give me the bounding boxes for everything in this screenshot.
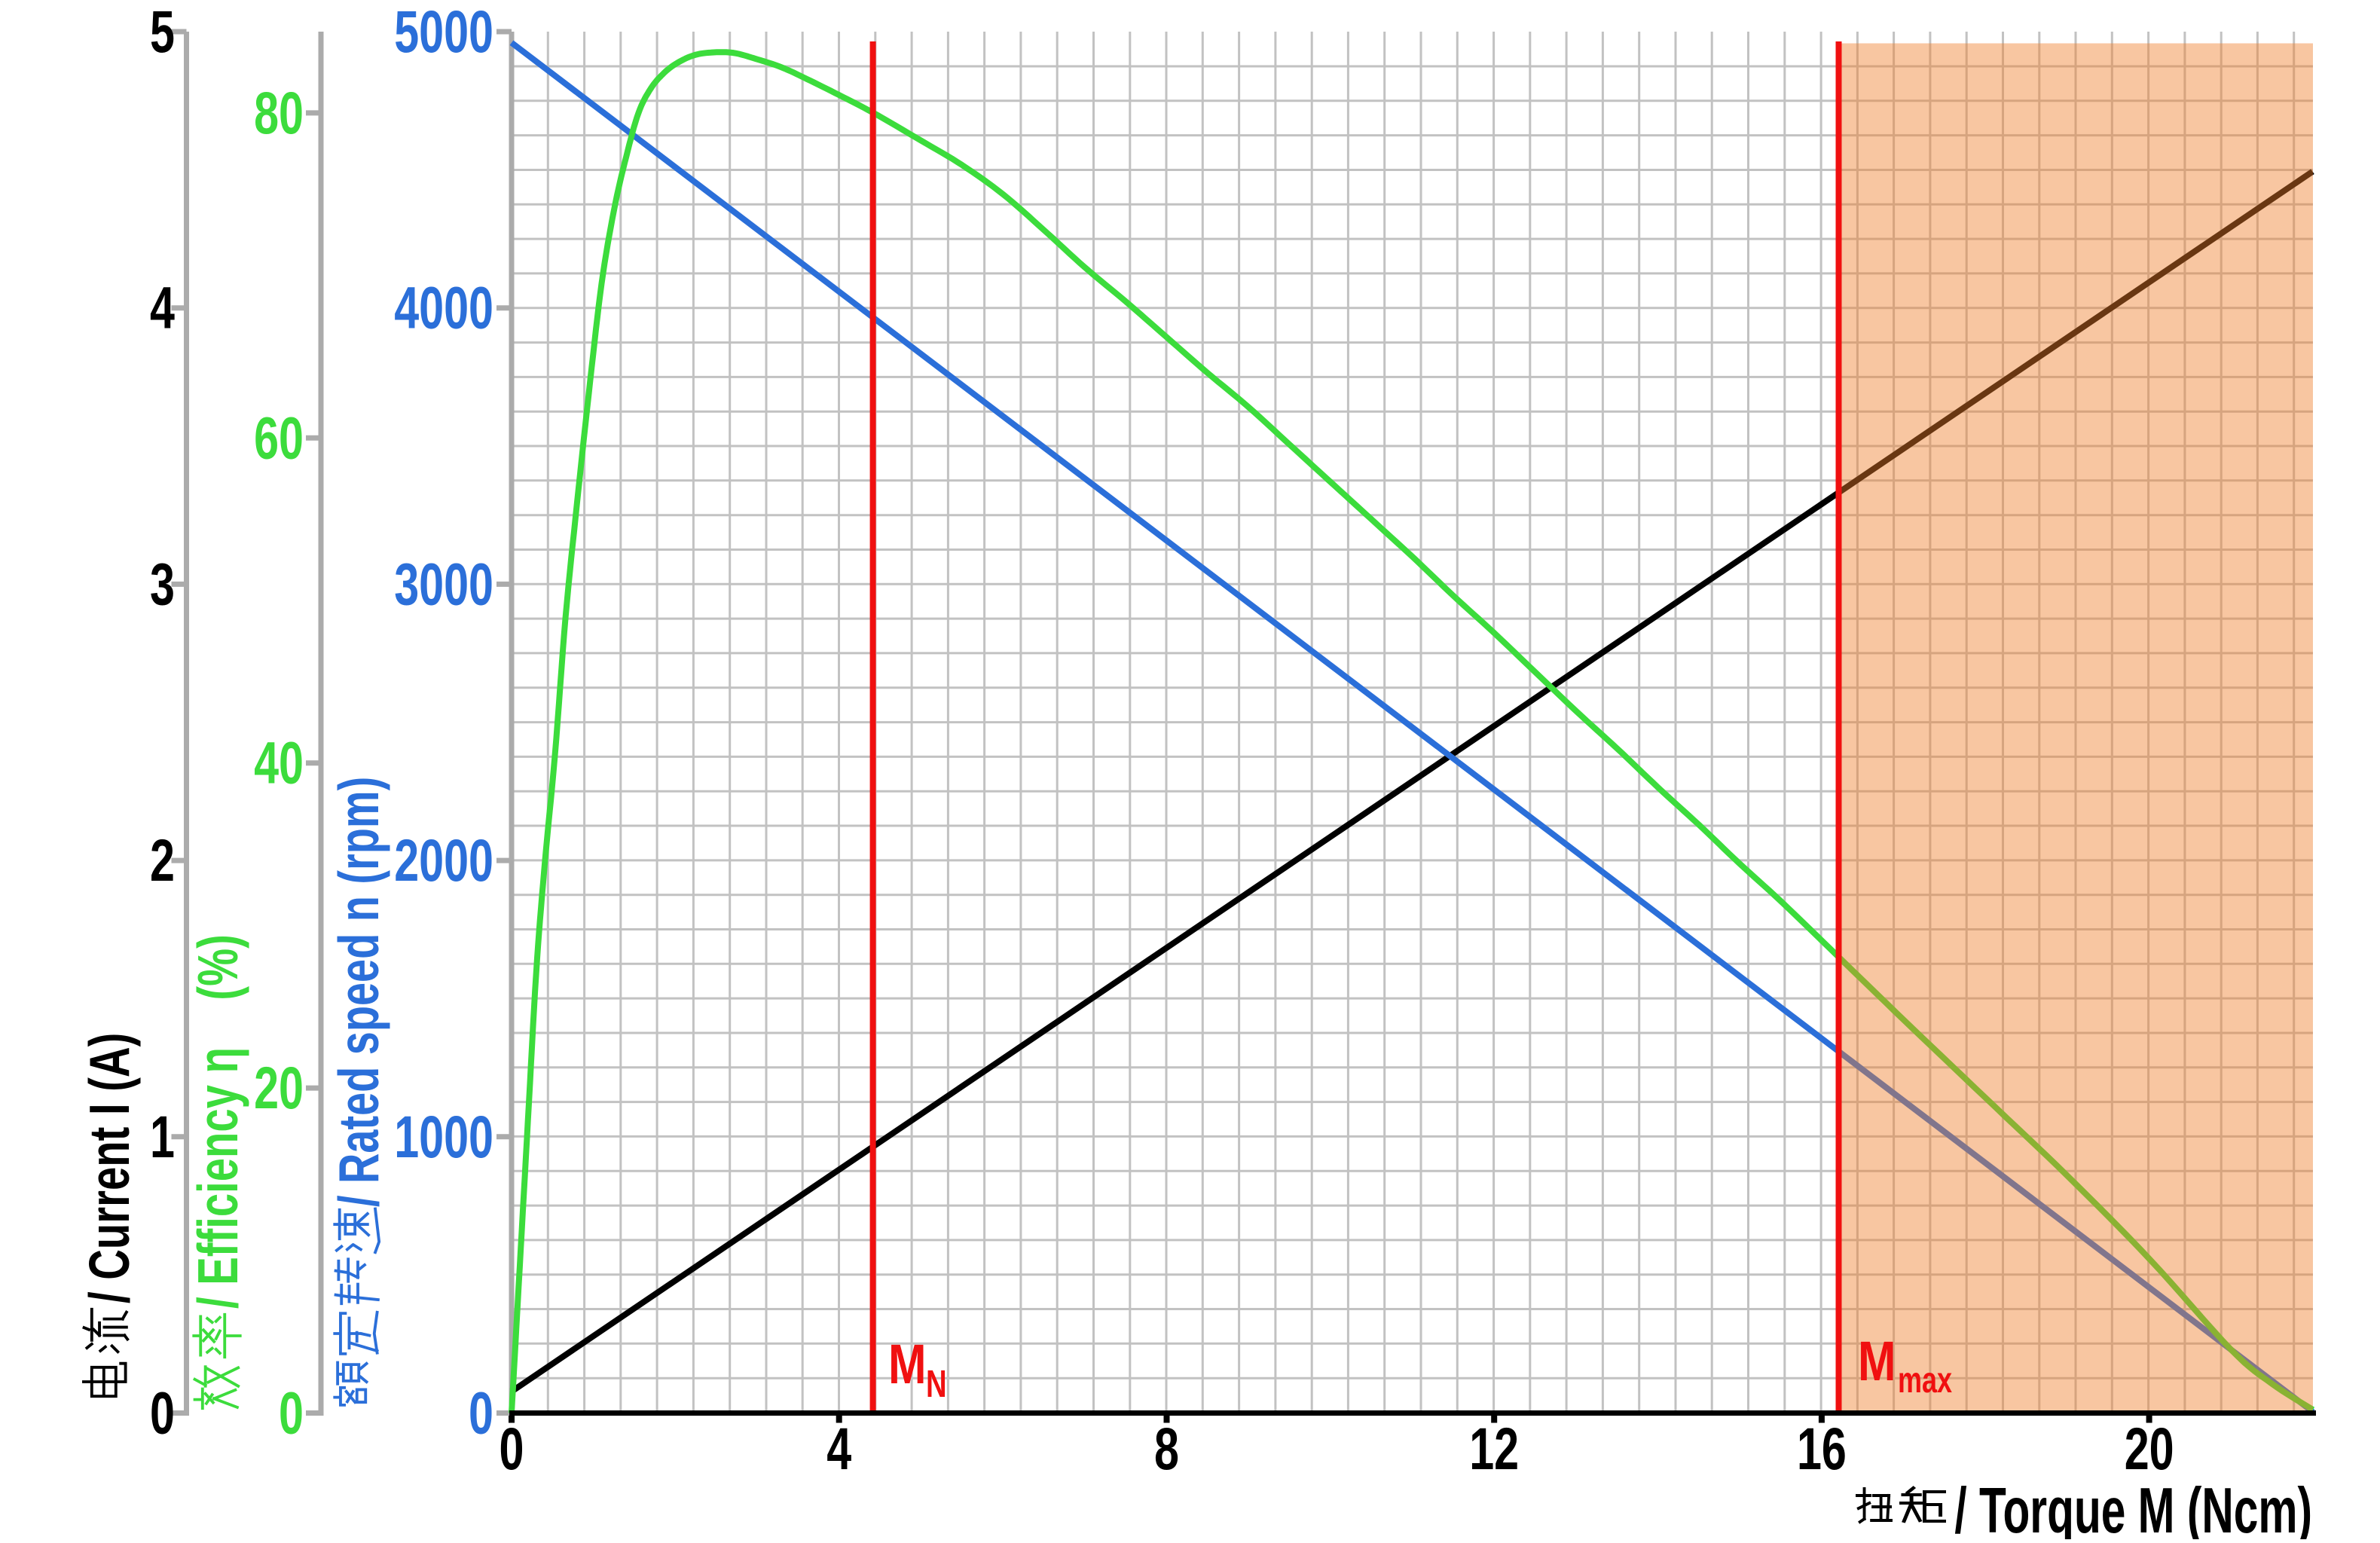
svg-text:4: 4 — [150, 274, 175, 341]
svg-text:20: 20 — [2125, 1416, 2174, 1482]
svg-text:N: N — [926, 1362, 947, 1406]
svg-text:M: M — [1858, 1331, 1896, 1392]
svg-text:2000: 2000 — [394, 827, 493, 894]
svg-text:40: 40 — [254, 729, 304, 796]
svg-text:2: 2 — [150, 827, 175, 894]
svg-text:20: 20 — [254, 1055, 304, 1121]
svg-text:3: 3 — [150, 551, 175, 617]
svg-text:60: 60 — [254, 405, 304, 471]
svg-text:/ Rated speed n (rpm): / Rated speed n (rpm) — [328, 777, 391, 1207]
svg-text:4: 4 — [826, 1416, 851, 1482]
svg-text:80: 80 — [254, 80, 304, 146]
svg-text:max: max — [1898, 1360, 1952, 1400]
svg-text:12: 12 — [1469, 1416, 1519, 1482]
svg-text:16: 16 — [1797, 1416, 1847, 1482]
svg-text:/ Current I (A): / Current I (A) — [78, 1033, 142, 1303]
svg-text:0: 0 — [150, 1380, 175, 1446]
svg-text:5: 5 — [150, 0, 175, 65]
svg-text:0: 0 — [500, 1416, 524, 1482]
svg-text:1: 1 — [150, 1104, 175, 1170]
svg-text:5000: 5000 — [394, 0, 493, 65]
svg-text:/ Efficiency η (%): / Efficiency η (%) — [187, 934, 250, 1309]
svg-text:/ Torque M (Ncm): / Torque M (Ncm) — [1954, 1475, 2312, 1539]
svg-text:8: 8 — [1154, 1416, 1179, 1482]
svg-text:0: 0 — [279, 1380, 304, 1446]
svg-text:1000: 1000 — [394, 1104, 493, 1170]
svg-text:M: M — [888, 1334, 927, 1395]
svg-text:4000: 4000 — [394, 274, 493, 341]
svg-text:0: 0 — [469, 1380, 493, 1446]
svg-text:3000: 3000 — [394, 551, 493, 617]
